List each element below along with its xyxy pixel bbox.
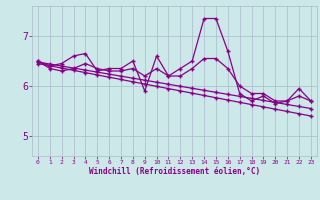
- X-axis label: Windchill (Refroidissement éolien,°C): Windchill (Refroidissement éolien,°C): [89, 167, 260, 176]
